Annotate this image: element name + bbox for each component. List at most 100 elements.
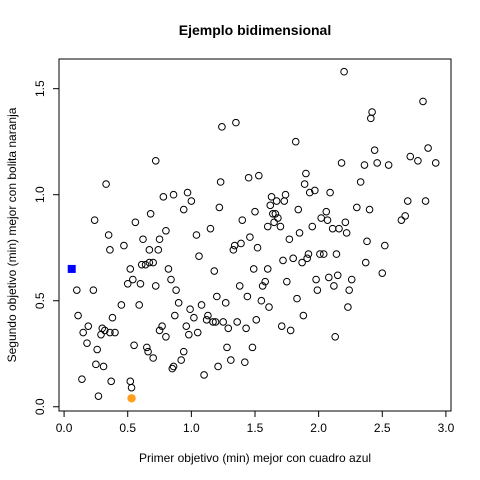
data-point	[108, 313, 117, 322]
data-point	[271, 209, 280, 218]
data-point	[139, 235, 147, 244]
highlight-square-blue	[67, 264, 76, 273]
data-point	[384, 161, 393, 169]
data-point	[242, 324, 250, 333]
data-point	[303, 254, 311, 263]
data-point	[298, 258, 306, 267]
data-point	[421, 197, 430, 205]
data-point	[347, 275, 356, 284]
data-point	[344, 303, 352, 311]
data-point	[311, 186, 319, 195]
data-point	[158, 322, 166, 330]
data-point	[340, 67, 348, 76]
data-point	[185, 330, 193, 339]
data-point	[293, 294, 301, 303]
data-point	[213, 292, 221, 301]
data-point	[218, 123, 226, 131]
data-point	[221, 299, 230, 307]
data-point	[200, 371, 208, 379]
data-point	[235, 282, 244, 290]
data-point	[146, 209, 155, 218]
data-point	[126, 265, 135, 273]
data-point	[237, 239, 245, 248]
data-point	[285, 235, 294, 244]
data-point	[333, 271, 342, 280]
data-point	[89, 286, 98, 294]
data-point	[313, 286, 322, 294]
x-axis: 0.0 0.5 1.0 1.5 2.0 2.5 3.0	[56, 411, 455, 435]
data-point	[283, 277, 291, 286]
data-point	[164, 265, 173, 273]
x-tick-label: 0.5	[119, 421, 136, 435]
highlight-points	[67, 264, 136, 403]
data-point	[224, 324, 233, 333]
data-point	[195, 252, 203, 261]
x-tick-label: 2.0	[310, 421, 327, 435]
data-point	[209, 318, 217, 326]
data-point	[244, 173, 253, 182]
data-point	[431, 159, 440, 167]
data-point	[291, 137, 300, 146]
data-point	[270, 218, 278, 227]
data-point	[123, 279, 132, 288]
data-point	[397, 216, 406, 224]
data-point	[179, 205, 188, 214]
data-point	[252, 316, 261, 324]
data-point	[131, 218, 140, 227]
data-point	[341, 218, 350, 227]
data-point	[246, 233, 254, 241]
data-point	[326, 188, 334, 197]
data-point	[401, 212, 409, 220]
data-point	[210, 267, 219, 275]
data-point	[330, 282, 338, 290]
data-point	[361, 258, 370, 267]
data-point	[241, 358, 249, 367]
data-point	[179, 347, 188, 356]
data-point	[424, 144, 432, 152]
data-point	[111, 328, 119, 337]
data-point	[279, 256, 287, 265]
data-point	[342, 229, 351, 237]
data-point	[304, 250, 313, 258]
data-point	[294, 205, 303, 214]
data-point	[104, 231, 113, 239]
data-point	[227, 356, 235, 364]
data-point	[168, 364, 177, 373]
data-point	[363, 237, 371, 246]
data-point	[177, 356, 185, 364]
y-axis: 0.0 0.5 1.0 1.5	[33, 80, 59, 415]
data-point	[106, 246, 114, 254]
data-point	[94, 392, 103, 400]
data-point	[167, 275, 175, 284]
data-point	[261, 277, 269, 286]
data-point	[251, 207, 259, 216]
data-point	[302, 169, 310, 178]
data-point	[159, 193, 168, 201]
data-point	[186, 305, 194, 314]
data-point	[149, 258, 157, 267]
data-point	[223, 343, 231, 352]
data-point	[243, 292, 252, 301]
x-tick-label: 0.0	[56, 421, 73, 435]
data-point	[322, 207, 331, 216]
data-point	[141, 260, 150, 269]
data-point	[216, 178, 225, 186]
data-point	[143, 343, 151, 352]
data-point	[84, 322, 93, 330]
data-point	[90, 216, 99, 224]
chart-title: Ejemplo bidimensional	[179, 22, 331, 38]
data-point	[145, 246, 154, 254]
data-point	[137, 260, 146, 269]
data-point	[172, 286, 180, 294]
y-tick-label: 0.5	[33, 292, 47, 309]
data-point	[192, 231, 201, 239]
data-point	[266, 201, 275, 210]
data-point	[151, 156, 160, 165]
data-point	[360, 161, 369, 169]
data-point	[233, 318, 241, 326]
data-point	[190, 313, 198, 322]
data-point	[219, 318, 227, 326]
data-point	[316, 250, 324, 258]
data-point	[289, 254, 297, 263]
